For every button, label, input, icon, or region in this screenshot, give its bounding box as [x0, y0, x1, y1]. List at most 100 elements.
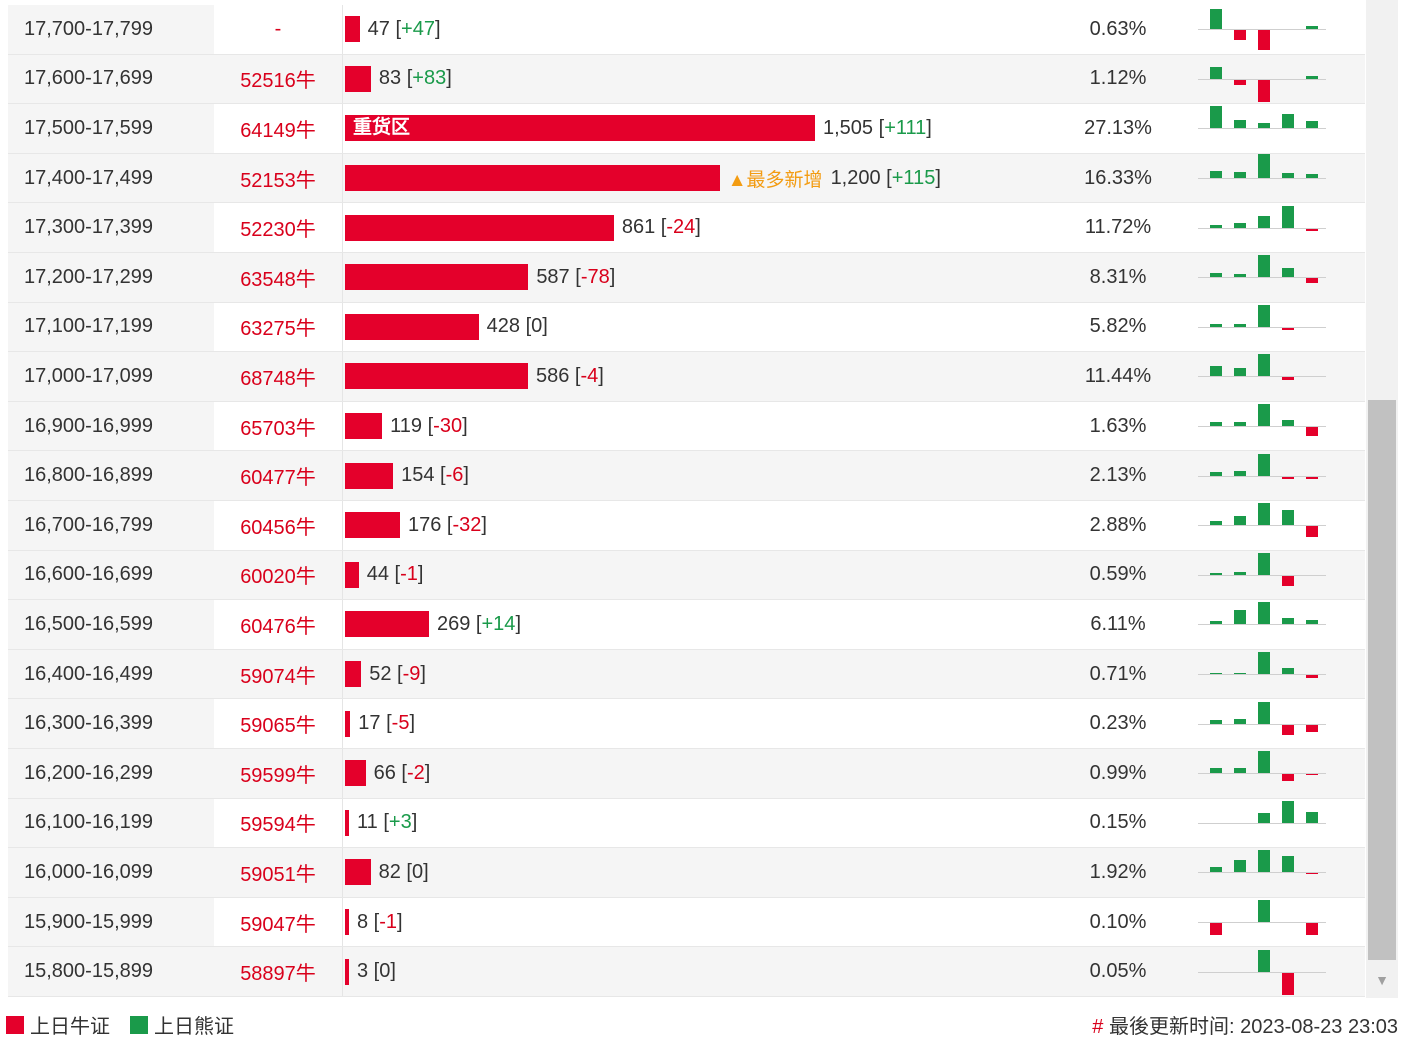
- percentage: 0.59%: [1089, 563, 1147, 586]
- price-range: 16,200-16,299: [8, 749, 214, 798]
- outstanding-bar: [345, 909, 349, 936]
- sparkline-bar: [1210, 366, 1222, 377]
- sparkline-bar: [1282, 800, 1294, 823]
- count-value: 587: [536, 265, 570, 288]
- sparkline-bar: [1210, 9, 1222, 30]
- daily-change-sparkline: [1198, 204, 1326, 252]
- outstanding-bar: [345, 462, 394, 489]
- warrant-code-link[interactable]: 59047牛: [214, 897, 342, 947]
- outstanding-bar: [345, 512, 400, 539]
- price-range: 17,000-17,099: [8, 352, 214, 401]
- sparkline-bar: [1282, 114, 1294, 129]
- sparkline-bar: [1210, 273, 1222, 278]
- table-row: 17,400-17,499 52153牛 ▲最多新增 1,200 [+115] 16.3…: [8, 153, 1365, 204]
- sparkline-bar: [1258, 453, 1270, 476]
- table-row: 17,000-17,099 68748牛 586 [-4] 11.44%: [8, 352, 1365, 402]
- sparkline-bar: [1210, 106, 1222, 129]
- warrant-code-link[interactable]: 59074牛: [214, 649, 342, 699]
- outstanding-count: 1,200 [+115]: [830, 166, 941, 189]
- sparkline-axis: [1198, 971, 1326, 973]
- legend-bear-label: 上日熊证: [154, 1016, 234, 1038]
- outstanding-count: 8 [-1]: [357, 910, 403, 933]
- daily-change-sparkline: [1198, 848, 1326, 896]
- outstanding-bar: [345, 809, 349, 836]
- sparkline-axis: [1198, 723, 1326, 725]
- warrant-code-link[interactable]: 64149牛: [214, 104, 342, 153]
- outstanding-bar: [345, 165, 720, 192]
- daily-change-sparkline: [1198, 799, 1326, 847]
- warrant-code-link[interactable]: 63275牛: [214, 302, 342, 352]
- sparkline-bar: [1258, 602, 1270, 625]
- sparkline-bar: [1282, 774, 1294, 782]
- cbbc-distribution-table: 17,700-17,799- 47 [+47] 0.63% 17,600-17,699…: [8, 5, 1365, 998]
- sparkline-bar: [1282, 856, 1294, 873]
- sparkline-bar: [1234, 610, 1246, 625]
- warrant-code-link[interactable]: 59599牛: [214, 749, 342, 798]
- sparkline-bar: [1210, 867, 1222, 873]
- sparkline-bar: [1210, 471, 1222, 476]
- warrant-code-link[interactable]: 60477牛: [214, 451, 342, 500]
- warrant-code-link[interactable]: 52153牛: [214, 153, 342, 203]
- count-value: 66: [373, 761, 396, 784]
- percentage: 16.33%: [1084, 166, 1152, 189]
- warrant-code-link[interactable]: 52230牛: [214, 203, 342, 252]
- sparkline-bar: [1258, 123, 1270, 129]
- price-range: 16,900-16,999: [8, 401, 214, 451]
- most-added-badge: ▲最多新增: [727, 169, 823, 191]
- warrant-code-link[interactable]: 60020牛: [214, 550, 342, 600]
- daily-change-sparkline: [1198, 501, 1326, 549]
- percentage: 0.23%: [1089, 712, 1147, 735]
- scroll-down-arrow-icon[interactable]: ▼: [1375, 972, 1389, 988]
- warrant-code-link[interactable]: 63548牛: [214, 253, 342, 302]
- last-update-text: 最後更新时间: 2023-08-23 23:03: [1108, 1016, 1398, 1038]
- outstanding-bar-cell: 428 [0]: [342, 302, 1062, 352]
- outstanding-bar: [345, 611, 429, 638]
- scrollbar-thumb[interactable]: [1368, 400, 1396, 960]
- price-range: 16,000-16,099: [8, 848, 214, 897]
- count-change: -24: [666, 216, 696, 239]
- table-row: 15,900-15,999 59047牛 8 [-1] 0.10%: [8, 897, 1365, 948]
- count-value: 52: [369, 662, 392, 685]
- warrant-code-link[interactable]: 60456牛: [214, 501, 342, 550]
- warrant-code-link[interactable]: -: [214, 5, 342, 54]
- table-row: 17,100-17,199 63275牛 428 [0] 5.82%: [8, 302, 1365, 353]
- sparkline-axis: [1198, 277, 1326, 279]
- sparkline-bar: [1282, 668, 1294, 675]
- sparkline-bar: [1306, 75, 1318, 79]
- warrant-code-link[interactable]: 59051牛: [214, 848, 342, 897]
- warrant-code-link[interactable]: 59065牛: [214, 699, 342, 748]
- sparkline-bar: [1210, 521, 1222, 526]
- count-change: +111: [884, 116, 927, 139]
- outstanding-count: 269 [+14]: [437, 612, 521, 635]
- daily-change-sparkline: [1198, 104, 1326, 152]
- outstanding-count: 66 [-2]: [373, 761, 431, 784]
- daily-change-sparkline: [1198, 452, 1326, 500]
- sparkline-bar: [1282, 724, 1294, 735]
- sparkline-bar: [1234, 172, 1246, 179]
- warrant-code-link[interactable]: 65703牛: [214, 401, 342, 451]
- sparkline-bar: [1282, 327, 1294, 330]
- outstanding-bar-cell: 269 [+14]: [342, 600, 1062, 649]
- sparkline-bar: [1234, 718, 1246, 724]
- outstanding-bar: [345, 710, 351, 737]
- count-value: 586: [536, 364, 570, 387]
- percentage: 1.12%: [1089, 67, 1147, 90]
- sparkline-bar: [1282, 205, 1294, 228]
- sparkline-bar: [1210, 621, 1222, 625]
- outstanding-bar-cell: 47 [+47]: [342, 5, 1062, 54]
- warrant-code-link[interactable]: 58897牛: [214, 947, 342, 996]
- table-row: 17,600-17,699 52516牛 83 [+83] 1.12%: [8, 54, 1365, 105]
- price-range: 17,300-17,399: [8, 203, 214, 252]
- table-row: 17,200-17,299 63548牛 587 [-78] 8.31%: [8, 253, 1365, 303]
- percentage: 0.05%: [1089, 960, 1147, 983]
- sparkline-bar: [1282, 618, 1294, 625]
- sparkline-bar: [1258, 701, 1270, 724]
- vertical-scrollbar[interactable]: ▼: [1366, 0, 1398, 998]
- warrant-code-link[interactable]: 68748牛: [214, 352, 342, 401]
- warrant-code-link[interactable]: 60476牛: [214, 600, 342, 649]
- warrant-code-link[interactable]: 52516牛: [214, 54, 342, 104]
- sparkline-bar: [1258, 503, 1270, 526]
- warrant-code-link[interactable]: 59594牛: [214, 798, 342, 848]
- sparkline-axis: [1198, 822, 1326, 824]
- percentage: 0.99%: [1089, 761, 1147, 784]
